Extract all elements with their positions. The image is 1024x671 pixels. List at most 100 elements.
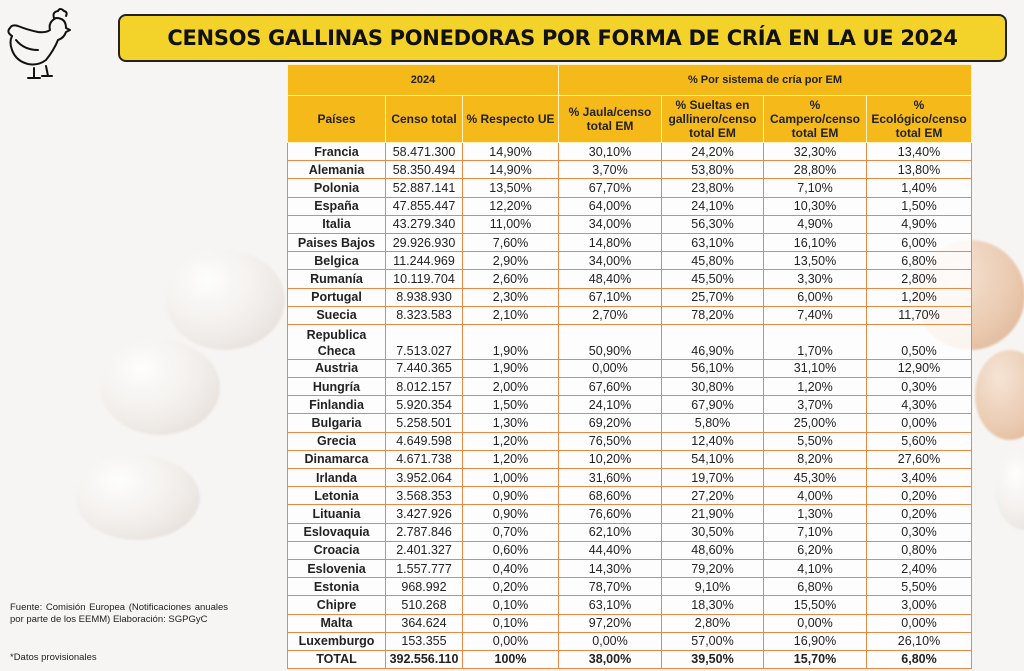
table-row: Eslovaquia 2.787.846 0,70% 62,10% 30,50% 7,10… xyxy=(287,522,972,542)
value-cell: 4,30% xyxy=(866,395,972,415)
value-cell: 7,40% xyxy=(763,305,867,325)
value-cell: 56,30% xyxy=(661,214,764,234)
value-cell: 53,80% xyxy=(661,160,764,180)
value-cell: 2.787.846 xyxy=(385,522,463,542)
value-cell: 25,00% xyxy=(763,413,867,433)
value-cell: 3,70% xyxy=(763,395,867,415)
value-cell: 0,00% xyxy=(866,613,972,633)
column-header: % Respecto UE xyxy=(462,95,559,143)
value-cell: 6,00% xyxy=(763,287,867,307)
value-cell: 79,20% xyxy=(661,558,764,579)
value-cell: 45,80% xyxy=(661,251,764,271)
value-cell: 13,80% xyxy=(866,160,972,180)
value-cell: 32,30% xyxy=(763,141,867,162)
value-cell: 50,90% xyxy=(558,323,662,360)
value-cell: 6,80% xyxy=(866,649,972,670)
value-cell: 1,70% xyxy=(763,323,867,360)
value-cell: 64,00% xyxy=(558,196,662,216)
value-cell: 69,20% xyxy=(558,413,662,433)
value-cell: 364.624 xyxy=(385,613,463,633)
table-row: Malta 364.624 0,10% 97,20% 2,80% 0,00% 0,00% xyxy=(287,613,972,633)
value-cell: 8,20% xyxy=(763,449,867,470)
value-cell: 0,60% xyxy=(462,540,559,560)
value-cell: 3,40% xyxy=(866,467,972,488)
value-cell: 0,70% xyxy=(462,522,559,542)
value-cell: 6,00% xyxy=(866,232,972,253)
value-cell: 12,40% xyxy=(661,431,764,451)
value-cell: 5.258.501 xyxy=(385,413,463,433)
column-header: % Jaula/censo total EM xyxy=(558,95,662,143)
value-cell: 968.992 xyxy=(385,577,463,597)
value-cell: 2,40% xyxy=(866,558,972,579)
value-cell: 28,80% xyxy=(763,160,867,180)
value-cell: 25,70% xyxy=(661,287,764,307)
value-cell: 63,10% xyxy=(661,232,764,253)
value-cell: 31,60% xyxy=(558,467,662,488)
value-cell: 27,20% xyxy=(661,486,764,506)
country-cell: Irlanda xyxy=(287,467,386,488)
country-cell: Eslovaquia xyxy=(287,522,386,542)
country-cell: Hungría xyxy=(287,377,386,397)
value-cell: 3.952.064 xyxy=(385,467,463,488)
value-cell: 63,10% xyxy=(558,595,662,615)
table-row: Dinamarca 4.671.738 1,20% 10,20% 54,10% 8,20%… xyxy=(287,449,972,470)
value-cell: 2,60% xyxy=(462,269,559,289)
egg-decoration xyxy=(165,250,285,350)
group-header-2024: 2024 xyxy=(287,64,559,96)
country-cell: Alemania xyxy=(287,160,386,180)
value-cell: 4,90% xyxy=(763,214,867,234)
value-cell: 27,60% xyxy=(866,449,972,470)
value-cell: 2,80% xyxy=(866,269,972,289)
table-row: España 47.855.447 12,20% 64,00% 24,10% 10,30%… xyxy=(287,196,972,216)
value-cell: 510.268 xyxy=(385,595,463,615)
value-cell: 13,50% xyxy=(462,178,559,198)
country-cell: Republica Checa xyxy=(287,323,386,360)
provisional-note: *Datos provisionales xyxy=(10,652,97,663)
country-cell: Belgica xyxy=(287,251,386,271)
value-cell: 1.557.777 xyxy=(385,558,463,579)
value-cell: 67,10% xyxy=(558,287,662,307)
value-cell: 1,30% xyxy=(462,413,559,433)
value-cell: 57,00% xyxy=(661,631,764,651)
table-row: Grecia 4.649.598 1,20% 76,50% 12,40% 5,50% 5,6… xyxy=(287,431,972,451)
hen-icon xyxy=(7,8,71,79)
value-cell: 52.887.141 xyxy=(385,178,463,198)
value-cell: 1,20% xyxy=(462,431,559,451)
country-cell: Lituania xyxy=(287,504,386,524)
value-cell: 43.279.340 xyxy=(385,214,463,234)
value-cell: 78,70% xyxy=(558,577,662,597)
value-cell: 47.855.447 xyxy=(385,196,463,216)
table-row: Austria 7.440.365 1,90% 0,00% 56,10% 31,10% 12… xyxy=(287,358,972,379)
country-cell: Portugal xyxy=(287,287,386,307)
value-cell: 30,50% xyxy=(661,522,764,542)
country-cell: Bulgaria xyxy=(287,413,386,433)
value-cell: 3.568.353 xyxy=(385,486,463,506)
value-cell: 2,30% xyxy=(462,287,559,307)
value-cell: 68,60% xyxy=(558,486,662,506)
column-header: % Ecológico/censo total EM xyxy=(866,95,972,143)
value-cell: 45,50% xyxy=(661,269,764,289)
value-cell: 0,20% xyxy=(866,486,972,506)
value-cell: 46,90% xyxy=(661,323,764,360)
value-cell: 54,10% xyxy=(661,449,764,470)
country-cell: Italia xyxy=(287,214,386,234)
table-row: Chipre 510.268 0,10% 63,10% 18,30% 15,50% 3,00… xyxy=(287,595,972,615)
census-table: 2024 % Por sistema de cría por EM Países… xyxy=(287,64,972,670)
value-cell: 6,20% xyxy=(763,540,867,560)
value-cell: 44,40% xyxy=(558,540,662,560)
value-cell: 13,50% xyxy=(763,251,867,271)
value-cell: 0,30% xyxy=(866,522,972,542)
value-cell: 392.556.110 xyxy=(385,649,463,670)
value-cell: 78,20% xyxy=(661,305,764,325)
value-cell: 8.012.157 xyxy=(385,377,463,397)
value-cell: 26,10% xyxy=(866,631,972,651)
value-cell: 0,00% xyxy=(763,613,867,633)
value-cell: 3,00% xyxy=(866,595,972,615)
group-header-sistema: % Por sistema de cría por EM xyxy=(558,64,972,96)
value-cell: 67,90% xyxy=(661,395,764,415)
table-row: Luxemburgo 153.355 0,00% 0,00% 57,00% 16,90% 2… xyxy=(287,631,972,651)
value-cell: 24,20% xyxy=(661,141,764,162)
value-cell: 45,30% xyxy=(763,467,867,488)
country-cell: Croacia xyxy=(287,540,386,560)
total-row: TOTAL 392.556.110 100% 38,00% 39,50% 15,70% 6,… xyxy=(287,649,972,670)
